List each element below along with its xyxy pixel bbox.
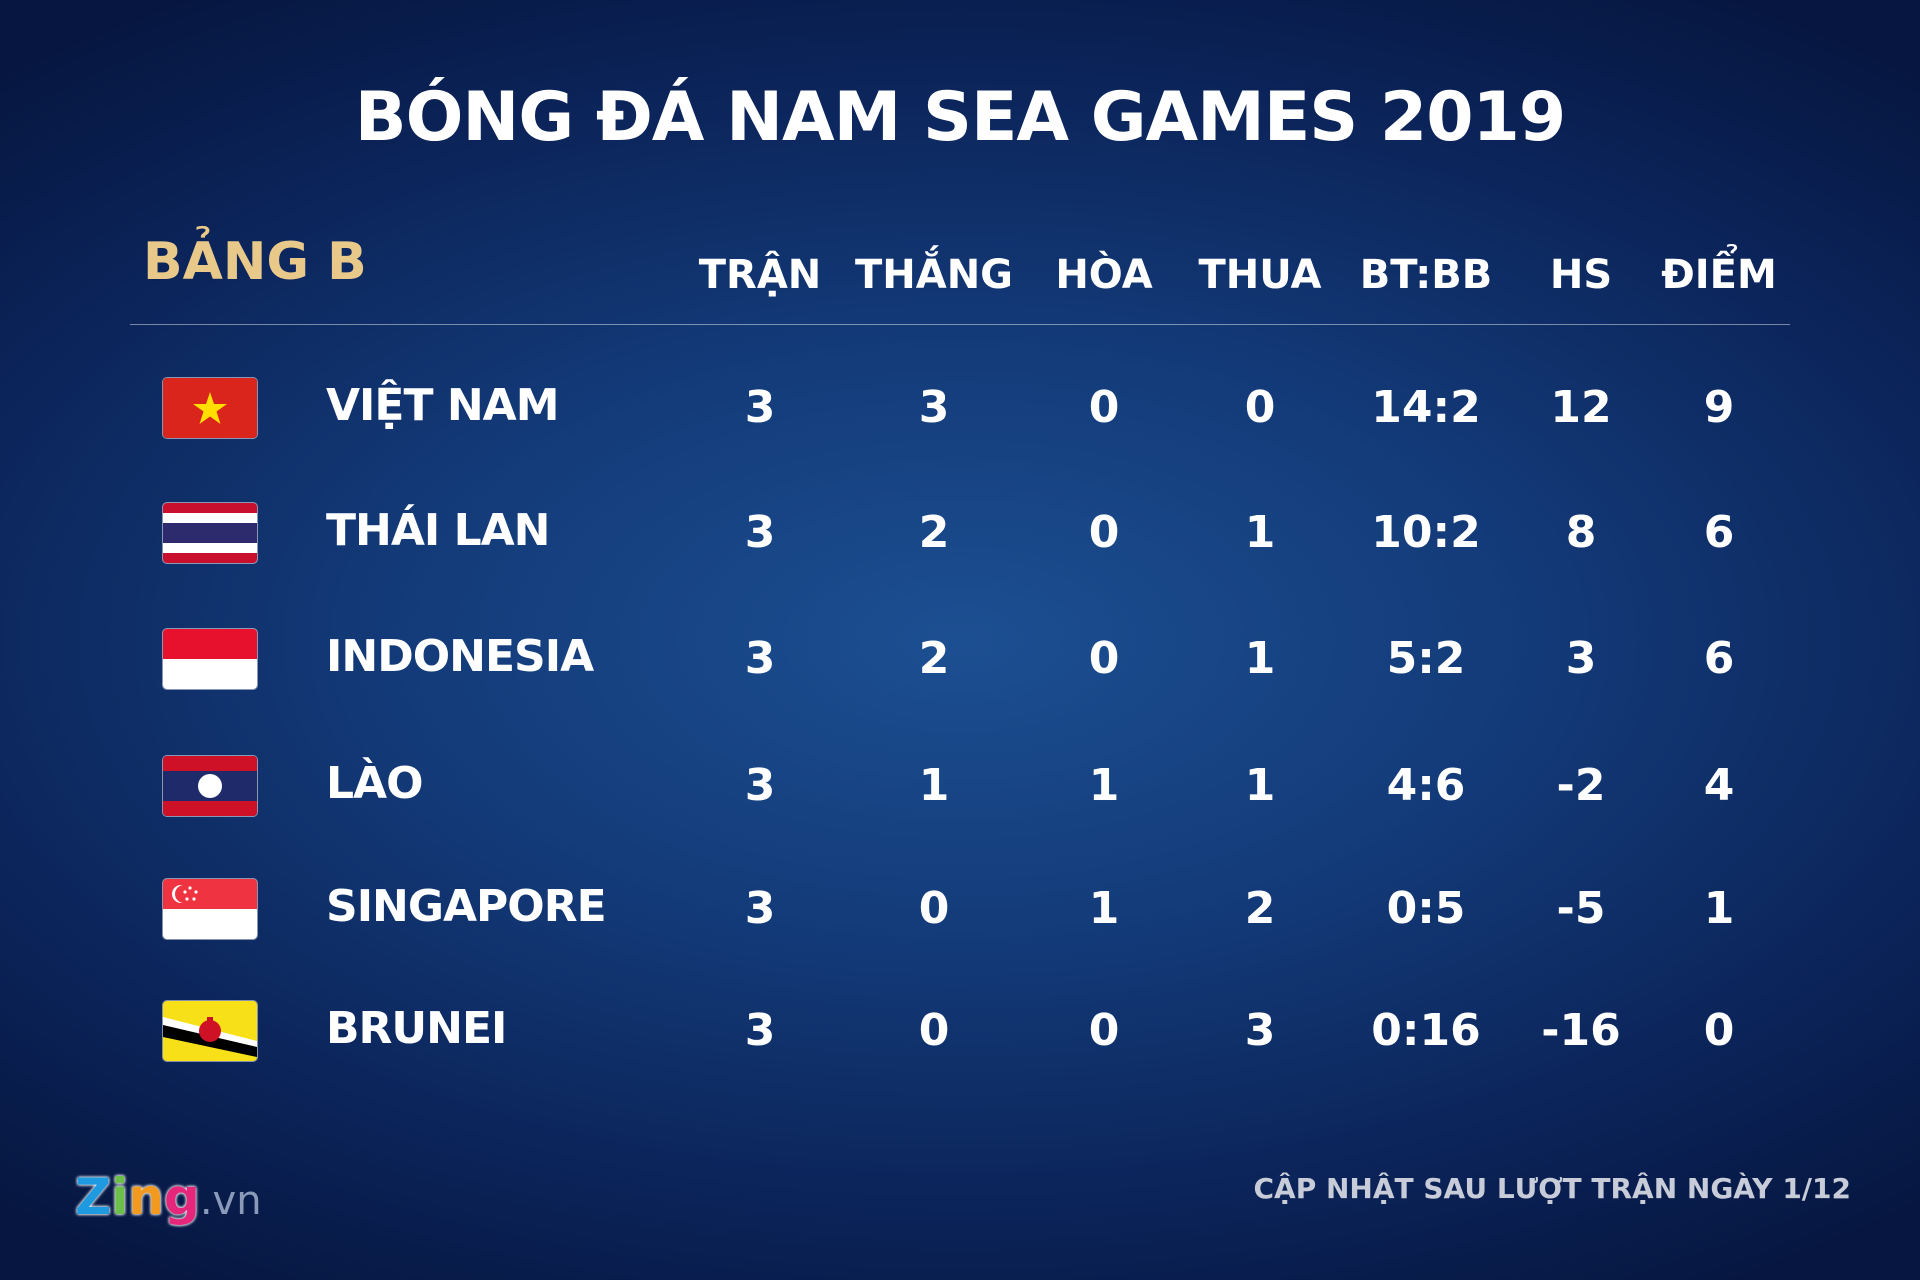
cell-losses: 2 [1244, 883, 1276, 934]
column-header: HÒA [1055, 252, 1153, 298]
team-name: LÀO [326, 758, 423, 809]
cell-wins: 0 [918, 1005, 950, 1056]
team-name: THÁI LAN [326, 505, 550, 556]
cell-draws: 0 [1088, 507, 1120, 558]
cell-points: 1 [1703, 883, 1735, 934]
cell-wins: 3 [918, 382, 950, 433]
vietnam-flag-icon [163, 378, 257, 438]
logo-domain: .vn [199, 1178, 262, 1224]
zing-logo: Zing.vn [75, 1168, 262, 1226]
cell-points: 9 [1703, 382, 1735, 433]
logo-letter: i [111, 1168, 129, 1226]
table-row: LÀO 3 1 1 1 4:6 -2 4 [0, 746, 1920, 826]
cell-draws: 1 [1088, 760, 1120, 811]
column-header: ĐIỂM [1661, 252, 1777, 298]
cell-losses: 1 [1244, 760, 1276, 811]
column-header: THẮNG [854, 252, 1014, 298]
update-note: CẬP NHẬT SAU LƯỢT TRẬN NGÀY 1/12 [1253, 1172, 1852, 1205]
table-row: BRUNEI 3 0 0 3 0:16 -16 0 [0, 991, 1920, 1071]
cell-points: 6 [1703, 633, 1735, 684]
cell-points: 4 [1703, 760, 1735, 811]
table-row: THÁI LAN 3 2 0 1 10:2 8 6 [0, 493, 1920, 573]
cell-losses: 1 [1244, 633, 1276, 684]
cell-points: 0 [1703, 1005, 1735, 1056]
cell-goal-diff: 3 [1565, 633, 1597, 684]
group-label: BẢNG B [143, 232, 367, 292]
column-header: HS [1549, 252, 1613, 298]
cell-matches: 3 [744, 633, 776, 684]
cell-goals: 10:2 [1371, 507, 1481, 558]
cell-goals: 5:2 [1386, 633, 1466, 684]
table-row: VIỆT NAM 3 3 0 0 14:2 12 9 [0, 368, 1920, 448]
logo-letter: n [128, 1168, 165, 1226]
column-header: BT:BB [1359, 252, 1493, 298]
singapore-flag-icon [163, 879, 257, 939]
team-name: INDONESIA [326, 631, 594, 682]
cell-goals: 0:16 [1371, 1005, 1481, 1056]
cell-matches: 3 [744, 507, 776, 558]
cell-goal-diff: 8 [1565, 507, 1597, 558]
cell-draws: 0 [1088, 633, 1120, 684]
cell-wins: 2 [918, 633, 950, 684]
cell-draws: 0 [1088, 382, 1120, 433]
brunei-flag-icon [163, 1001, 257, 1061]
thailand-flag-icon [163, 503, 257, 563]
team-name: VIỆT NAM [326, 380, 559, 431]
cell-goal-diff: -16 [1541, 1005, 1621, 1056]
logo-letter: Z [75, 1168, 112, 1226]
laos-flag-icon [163, 756, 257, 816]
cell-goal-diff: 12 [1550, 382, 1612, 433]
column-header: TRẬN [698, 252, 822, 298]
cell-wins: 2 [918, 507, 950, 558]
indonesia-flag-icon [163, 629, 257, 689]
cell-matches: 3 [744, 760, 776, 811]
cell-wins: 0 [918, 883, 950, 934]
table-row: SINGAPORE 3 0 1 2 0:5 -5 1 [0, 869, 1920, 949]
cell-goals: 14:2 [1371, 382, 1481, 433]
cell-goal-diff: -2 [1556, 760, 1606, 811]
cell-matches: 3 [744, 382, 776, 433]
column-header: THUA [1198, 252, 1322, 298]
team-name: SINGAPORE [326, 881, 607, 932]
cell-goals: 0:5 [1386, 883, 1466, 934]
cell-wins: 1 [918, 760, 950, 811]
table-row: INDONESIA 3 2 0 1 5:2 3 6 [0, 619, 1920, 699]
cell-losses: 1 [1244, 507, 1276, 558]
cell-goal-diff: -5 [1556, 883, 1606, 934]
cell-goals: 4:6 [1386, 760, 1466, 811]
page-title: BÓNG ĐÁ NAM SEA GAMES 2019 [354, 78, 1566, 157]
cell-matches: 3 [744, 1005, 776, 1056]
cell-draws: 0 [1088, 1005, 1120, 1056]
cell-losses: 3 [1244, 1005, 1276, 1056]
cell-losses: 0 [1244, 382, 1276, 433]
cell-matches: 3 [744, 883, 776, 934]
logo-letter: g [164, 1168, 200, 1226]
header-divider [130, 324, 1790, 325]
team-name: BRUNEI [326, 1003, 507, 1054]
cell-draws: 1 [1088, 883, 1120, 934]
cell-points: 6 [1703, 507, 1735, 558]
